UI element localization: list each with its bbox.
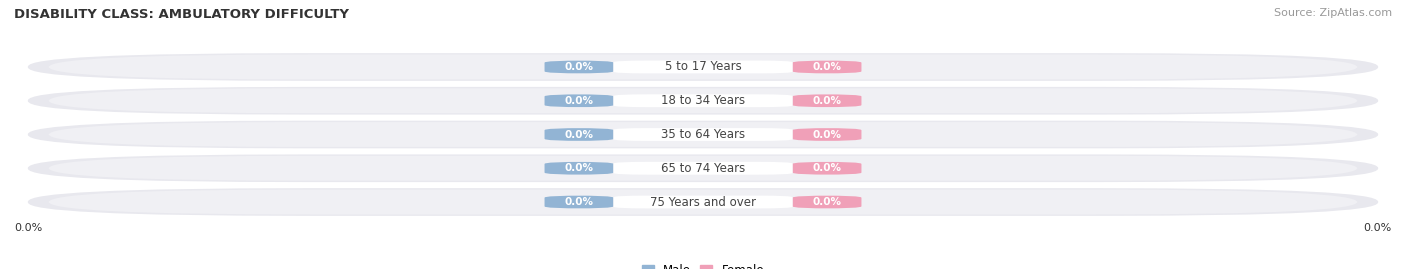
FancyBboxPatch shape <box>613 94 793 107</box>
FancyBboxPatch shape <box>28 188 1378 216</box>
Text: DISABILITY CLASS: AMBULATORY DIFFICULTY: DISABILITY CLASS: AMBULATORY DIFFICULTY <box>14 8 349 21</box>
FancyBboxPatch shape <box>544 128 613 141</box>
FancyBboxPatch shape <box>48 156 1358 181</box>
FancyBboxPatch shape <box>613 128 793 141</box>
Text: Source: ZipAtlas.com: Source: ZipAtlas.com <box>1274 8 1392 18</box>
FancyBboxPatch shape <box>793 128 862 141</box>
Text: 5 to 17 Years: 5 to 17 Years <box>665 61 741 73</box>
Text: 0.0%: 0.0% <box>564 62 593 72</box>
Text: 0.0%: 0.0% <box>813 197 842 207</box>
Text: 0.0%: 0.0% <box>813 163 842 173</box>
FancyBboxPatch shape <box>48 190 1358 214</box>
FancyBboxPatch shape <box>28 53 1378 81</box>
Text: 0.0%: 0.0% <box>813 129 842 140</box>
FancyBboxPatch shape <box>28 121 1378 148</box>
FancyBboxPatch shape <box>28 154 1378 182</box>
FancyBboxPatch shape <box>28 87 1378 115</box>
FancyBboxPatch shape <box>793 196 862 208</box>
Text: 0.0%: 0.0% <box>564 96 593 106</box>
Legend: Male, Female: Male, Female <box>638 260 768 269</box>
Text: 35 to 64 Years: 35 to 64 Years <box>661 128 745 141</box>
FancyBboxPatch shape <box>613 196 793 208</box>
Text: 0.0%: 0.0% <box>564 197 593 207</box>
Text: 0.0%: 0.0% <box>564 129 593 140</box>
FancyBboxPatch shape <box>544 162 613 175</box>
Text: 0.0%: 0.0% <box>813 96 842 106</box>
FancyBboxPatch shape <box>793 61 862 73</box>
FancyBboxPatch shape <box>48 122 1358 147</box>
FancyBboxPatch shape <box>613 61 793 73</box>
FancyBboxPatch shape <box>613 162 793 175</box>
FancyBboxPatch shape <box>544 61 613 73</box>
Text: 0.0%: 0.0% <box>1364 223 1392 233</box>
FancyBboxPatch shape <box>544 196 613 208</box>
FancyBboxPatch shape <box>793 94 862 107</box>
Text: 65 to 74 Years: 65 to 74 Years <box>661 162 745 175</box>
FancyBboxPatch shape <box>544 94 613 107</box>
Text: 18 to 34 Years: 18 to 34 Years <box>661 94 745 107</box>
Text: 0.0%: 0.0% <box>564 163 593 173</box>
FancyBboxPatch shape <box>48 55 1358 79</box>
Text: 0.0%: 0.0% <box>813 62 842 72</box>
Text: 0.0%: 0.0% <box>14 223 42 233</box>
FancyBboxPatch shape <box>48 88 1358 113</box>
Text: 75 Years and over: 75 Years and over <box>650 196 756 208</box>
FancyBboxPatch shape <box>793 162 862 175</box>
